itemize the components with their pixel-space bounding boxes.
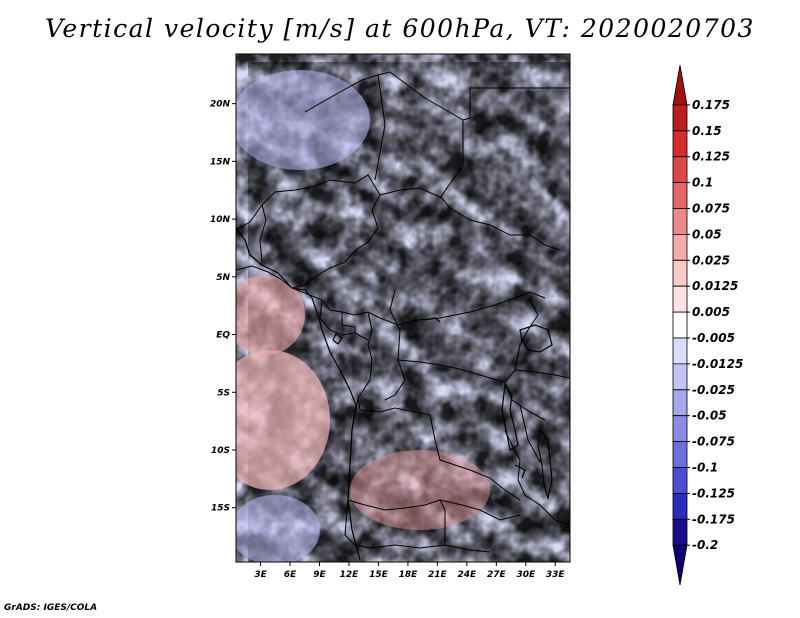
colorbar-label: -0.1	[692, 461, 718, 475]
colorbar-label: -0.125	[692, 486, 735, 500]
colorbar-segment	[672, 311, 688, 339]
y-tick-label: 15S	[211, 504, 230, 514]
lakes	[332, 317, 553, 501]
colorbar-segment	[672, 467, 688, 494]
colorbar-segment	[672, 64, 688, 106]
x-tick-label: 18E	[399, 570, 419, 580]
y-tick-label: 10N	[210, 215, 231, 225]
y-axis: 20N 15N 10N 5N EQ 5S 10S 15S	[210, 100, 236, 514]
colorbar-segment	[672, 130, 688, 158]
colorbar: 0.175 0.15 0.125 0.1 0.075 0.05 0.025 0.0125 0.0…	[672, 64, 743, 586]
colorbar-segment	[672, 208, 688, 235]
y-tick-label: 5S	[217, 388, 230, 398]
colorbar-label: 0.025	[692, 253, 730, 267]
x-tick-label: 27E	[487, 570, 507, 580]
colorbar-segment	[672, 285, 688, 313]
x-tick-label: 30E	[516, 570, 536, 580]
vertical-velocity-field	[236, 54, 570, 562]
x-tick-label: 15E	[369, 570, 389, 580]
country-borders	[236, 71, 570, 553]
colorbar-label: -0.075	[692, 435, 735, 449]
y-tick-label: 5N	[216, 273, 230, 283]
coastline	[236, 227, 361, 561]
colorbar-segment	[672, 337, 688, 365]
colorbar-label: 0.175	[692, 98, 730, 112]
colorbar-segment	[672, 492, 688, 520]
y-tick-label: 10S	[211, 446, 230, 456]
colorbar-label: 0.15	[692, 124, 722, 138]
colorbar-segment	[672, 389, 688, 417]
colorbar-label: 0.125	[692, 150, 730, 164]
x-tick-label: 6E	[284, 570, 297, 580]
x-axis: 3E 6E 9E 12E 15E 18E 21E 24E 27E 30E 33E	[254, 562, 565, 580]
colorbar-segment	[672, 544, 688, 586]
colorbar-segment	[672, 363, 688, 391]
y-tick-label: 20N	[210, 100, 231, 110]
colorbar-label: -0.005	[692, 331, 735, 345]
colorbar-label: -0.025	[692, 383, 735, 397]
colorbar-segment	[672, 415, 688, 443]
colorbar-segment	[672, 233, 688, 261]
colorbar-label: 0.0125	[692, 279, 738, 293]
x-tick-label: 9E	[313, 570, 326, 580]
plot-frame	[235, 53, 571, 563]
x-tick-label: 21E	[428, 570, 448, 580]
chart-title: Vertical velocity [m/s] at 600hPa, VT: 2…	[45, 14, 755, 43]
x-tick-label: 24E	[458, 570, 478, 580]
colorbar-label: 0.05	[692, 227, 722, 241]
colorbar-segment	[672, 182, 688, 209]
x-tick-label: 3E	[254, 570, 267, 580]
colorbar-label: 0.075	[692, 202, 730, 216]
colorbar-label: -0.2	[692, 538, 718, 552]
x-tick-label: 33E	[546, 570, 566, 580]
colorbar-segment	[672, 441, 688, 468]
colorbar-label: 0.1	[692, 176, 713, 190]
colorbar-label: 0.005	[692, 305, 730, 319]
y-tick-label: 15N	[210, 157, 231, 167]
x-tick-label: 12E	[340, 570, 360, 580]
colorbar-label: -0.175	[692, 512, 735, 526]
colorbar-segment	[672, 518, 688, 546]
colorbar-label: -0.0125	[692, 357, 743, 371]
colorbar-segment	[672, 156, 688, 184]
grads-credit: GrADS: IGES/COLA	[4, 603, 98, 613]
colorbar-label: -0.05	[692, 409, 727, 423]
y-tick-label: EQ	[216, 331, 230, 341]
colorbar-segment	[672, 104, 688, 132]
colorbar-segment	[672, 259, 688, 287]
